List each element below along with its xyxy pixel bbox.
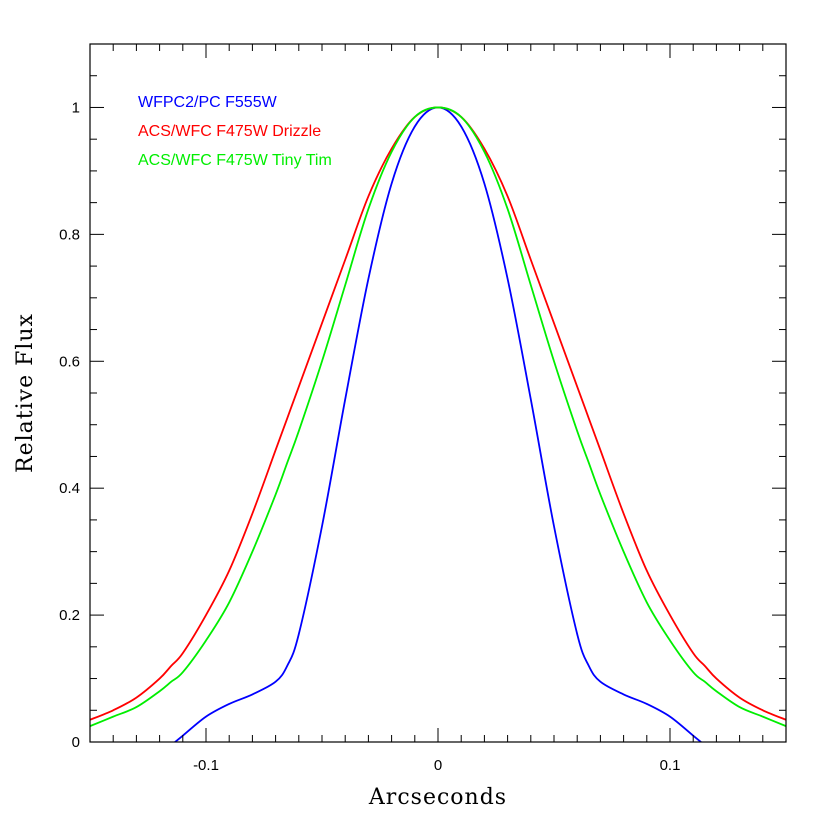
x-tick-label: -0.1 xyxy=(193,757,219,774)
legend: WFPC2/PC F555W ACS/WFC F475W Drizzle ACS/W… xyxy=(138,94,332,169)
x-axis-title: Arcseconds xyxy=(368,785,507,810)
x-tick-label: 0 xyxy=(434,757,442,774)
legend-entry-1: WFPC2/PC F555W xyxy=(138,94,278,111)
y-tick-label: 0.4 xyxy=(59,480,80,497)
series-line-1 xyxy=(173,106,703,742)
plot-frame xyxy=(89,43,787,743)
legend-entry-3: ACS/WFC F475W Tiny Tim xyxy=(138,152,332,169)
y-axis-title: Relative Flux xyxy=(13,313,38,473)
y-tick-label: 0.8 xyxy=(59,226,80,243)
y-tick-label: 1 xyxy=(72,99,80,116)
series-layer xyxy=(90,106,786,742)
legend-entry-2: ACS/WFC F475W Drizzle xyxy=(138,123,321,140)
x-tick-label: 0.1 xyxy=(660,757,681,774)
series-line-3 xyxy=(90,106,786,727)
series-line-2 xyxy=(90,106,786,721)
tick-labels: -0.1 0 0.1 0 0.2 0.4 0.6 0.8 1 xyxy=(59,99,680,774)
y-tick-label: 0 xyxy=(72,734,80,751)
y-tick-label: 0.6 xyxy=(59,353,80,370)
y-tick-label: 0.2 xyxy=(59,607,80,624)
tick-marks xyxy=(89,43,787,743)
